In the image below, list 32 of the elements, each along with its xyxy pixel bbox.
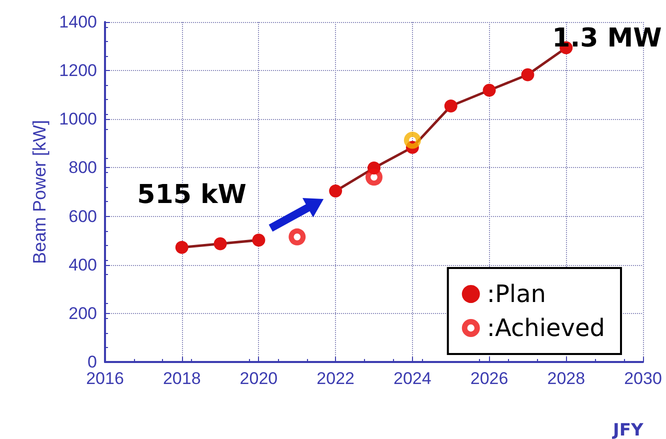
x-tick-label: 2026 [470,369,508,388]
y-tick-label: 1400 [59,12,97,32]
y-tick-label: 200 [68,304,97,323]
point [482,84,496,97]
point [366,168,382,186]
legend-label: :Plan [486,280,546,308]
point [175,240,188,254]
y-tick-label: 1000 [59,110,97,129]
x-axis-title: JFY [612,420,644,439]
y-tick-label: 0 [88,352,97,372]
y-axis-title: Beam Power [kW] [29,120,50,264]
point [444,100,458,113]
annotation: 1.3 MW [552,24,662,54]
point [252,234,266,247]
point [329,184,342,198]
point [404,132,421,149]
annotation: 515 kW [137,180,246,210]
point [521,68,534,82]
y-tick-label: 800 [68,158,97,178]
legend-label: :Achieved [486,314,605,342]
x-tick-label: 2030 [624,369,662,388]
y-tick-label: 1200 [59,61,97,80]
x-tick-label: 2028 [547,369,586,388]
y-tick-label: 600 [68,206,97,226]
point [214,237,227,250]
x-tick-label: 2020 [240,369,278,388]
x-tick-label: 2018 [162,369,201,388]
y-tick-label: 400 [68,255,97,274]
x-tick-label: 2022 [316,369,354,388]
x-tick-label: 2016 [86,369,124,388]
x-tick-label: 2024 [394,369,432,388]
point [288,228,306,246]
